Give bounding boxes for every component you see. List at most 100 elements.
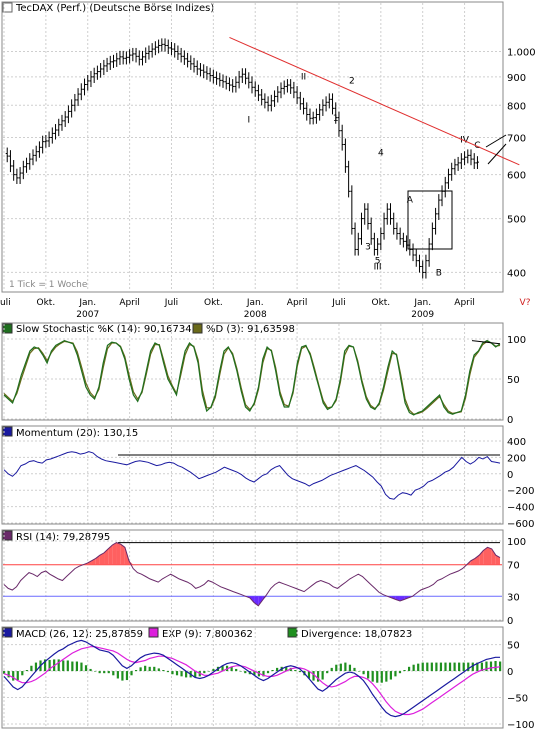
rsi-overbought-fill — [495, 555, 500, 565]
y-tick-label: −100 — [507, 720, 534, 730]
divergence-bar — [266, 671, 270, 674]
stoch-series — [3, 339, 501, 416]
divergence-bar — [43, 659, 47, 672]
rsi-overbought-fill — [120, 544, 125, 565]
wave-label: 2 — [349, 77, 355, 87]
divergence-bar — [448, 662, 452, 672]
divergence-bar — [485, 661, 488, 672]
y-tick-label: 50 — [507, 641, 520, 652]
rsi-swatch — [2, 530, 13, 541]
wave-label: I — [247, 115, 250, 125]
wave-label: A — [407, 195, 414, 205]
x-tick-label: April — [119, 298, 140, 308]
divergence-bar — [7, 671, 10, 678]
divergence-bar — [121, 671, 124, 681]
divergence-bar — [180, 671, 183, 677]
divergence-bar — [285, 666, 288, 672]
wave-label: 5 — [375, 257, 381, 267]
divergence-bar — [89, 668, 92, 672]
rsi-overbought-fill — [91, 558, 96, 565]
y-tick-label: −400 — [507, 503, 534, 514]
year-label: 2008 — [244, 310, 267, 320]
momentum-swatch — [2, 426, 13, 437]
wave-label: 4 — [378, 148, 384, 158]
rsi-label: RSI (14): 79,28795 — [16, 532, 110, 543]
divergence-bar — [339, 663, 342, 672]
divergence-bar — [362, 671, 365, 675]
momentum-series — [3, 451, 501, 500]
divergence-bar — [330, 667, 333, 672]
momentum-label: Momentum (20): 130,15 — [16, 428, 138, 439]
exp-label: EXP (9): 7,800362 — [162, 629, 253, 640]
rsi-line — [3, 542, 501, 607]
x-tick-label: Juli — [164, 298, 178, 308]
x-tick-label: Juli — [331, 298, 345, 308]
divergence-bar — [116, 671, 119, 679]
price-x-axis: Juli Okt. Jan. April Juli Okt. Jan. April Juli Ok… — [0, 298, 531, 320]
macd-series — [3, 639, 502, 718]
wedge-upper — [485, 134, 507, 148]
exp-line — [3, 646, 501, 716]
rsi-overbought-fill — [487, 547, 492, 565]
stoch-divergence-line — [471, 340, 501, 345]
divergence-bar — [371, 671, 374, 682]
divergence-bar — [239, 671, 242, 672]
divergence-bar — [175, 671, 179, 676]
divergence-bar — [298, 671, 301, 673]
stoch-d-swatch — [192, 323, 203, 334]
macd-line — [3, 639, 500, 718]
y-tick-label: 900 — [507, 73, 526, 84]
momentum-line — [3, 451, 501, 500]
x-tick-label: Okt. — [37, 298, 56, 308]
consolidation-box — [407, 190, 453, 250]
divergence-bar — [253, 671, 256, 676]
divergence-bar — [335, 664, 338, 672]
divergence-bar — [357, 671, 361, 672]
divergence-swatch — [287, 627, 298, 638]
y-tick-label: 0 — [507, 415, 513, 426]
price-panel — [1, 1, 504, 293]
divergence-bar — [75, 661, 79, 672]
divergence-bar — [367, 671, 370, 679]
divergence-bar — [348, 664, 352, 672]
divergence-bar — [462, 662, 465, 672]
divergence-bar — [66, 660, 69, 672]
divergence-bar — [221, 665, 224, 672]
divergence-bar — [235, 668, 238, 672]
divergence-bar — [435, 662, 438, 672]
divergence-bar — [34, 662, 38, 672]
rsi-overbought-fill — [483, 547, 488, 565]
y-tick-label: 0 — [507, 616, 513, 627]
divergence-bar — [344, 662, 347, 672]
divergence-bar — [230, 666, 233, 672]
divergence-bar — [57, 659, 60, 672]
wedge-lower — [487, 143, 507, 165]
divergence-bar — [417, 663, 420, 672]
rsi-oversold-fill — [262, 596, 267, 601]
macd-swatch — [2, 627, 13, 638]
divergence-bar — [12, 671, 15, 681]
y-tick-label: −200 — [507, 486, 534, 497]
divergence-bar — [130, 671, 133, 676]
y-tick-label: 200 — [507, 453, 526, 464]
rsi-series — [3, 542, 502, 607]
divergence-bar — [276, 667, 279, 672]
divergence-bar — [185, 671, 188, 678]
x-tick-label: Juli — [0, 298, 11, 308]
y-tick-label: 100 — [507, 537, 526, 548]
divergence-bar — [48, 659, 51, 672]
divergence-bar — [467, 662, 470, 672]
wave-label: 3 — [365, 242, 371, 252]
stoch-k-swatch — [2, 323, 13, 334]
y-tick-label: 800 — [507, 101, 526, 112]
divergence-label: Divergence: 18,07823 — [301, 629, 412, 640]
y-tick-label: 400 — [507, 437, 526, 448]
divergence-bar — [212, 668, 215, 672]
stoch-d-label: %D (3): 91,63598 — [206, 324, 295, 335]
divergence-bar — [403, 670, 406, 672]
divergence-bar — [307, 671, 311, 679]
x-tick-label: April — [454, 298, 475, 308]
resistance-trendline — [229, 36, 520, 166]
divergence-bar — [394, 671, 397, 677]
